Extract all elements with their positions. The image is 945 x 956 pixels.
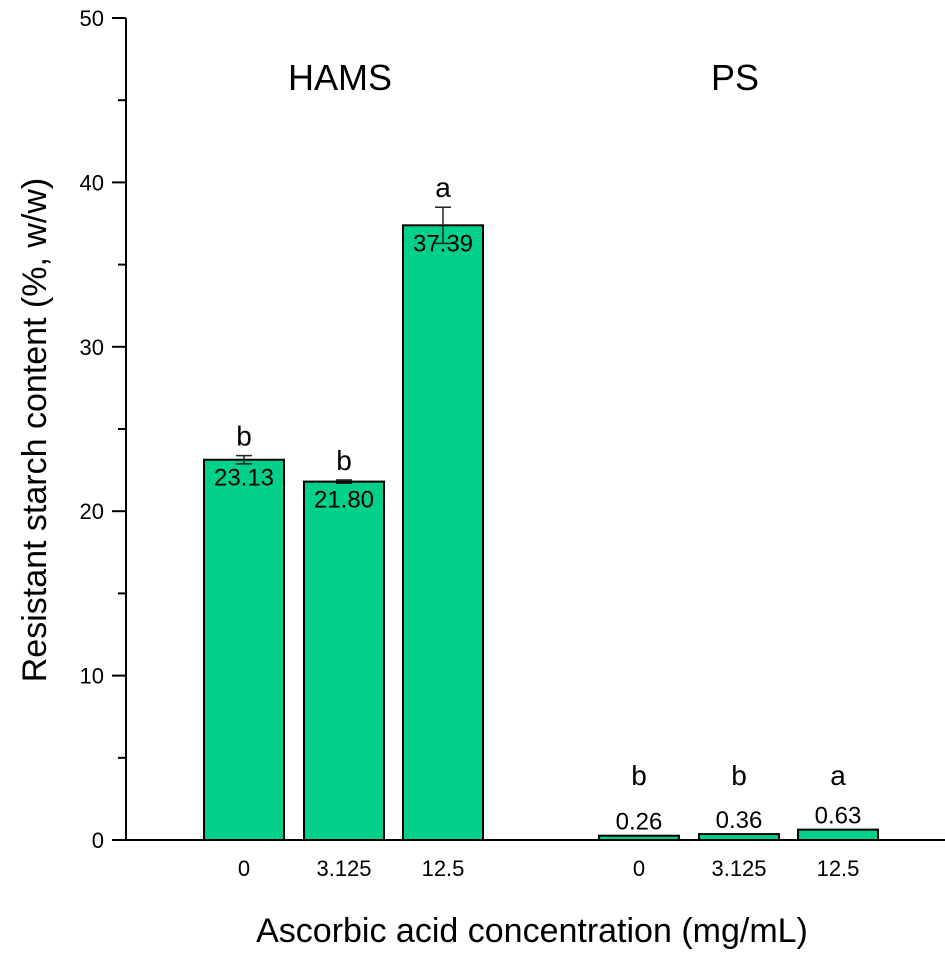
value-label: 23.13: [214, 465, 274, 492]
y-tick-label: 50: [80, 6, 104, 31]
bar: [698, 833, 780, 842]
significance-letter: b: [236, 421, 252, 452]
value-label: 0.36: [716, 807, 763, 834]
significance-letter: b: [336, 445, 352, 476]
value-label: 0.63: [815, 803, 862, 830]
value-label: 21.80: [314, 487, 374, 514]
x-tick-label: 12.5: [422, 856, 465, 881]
x-tick-label: 12.5: [817, 856, 860, 881]
bar: [598, 834, 680, 841]
y-axis-title: Resistant starch content (%, w/w): [16, 178, 54, 683]
bar: [797, 828, 879, 842]
y-tick-label: 0: [92, 828, 104, 853]
y-tick-label: 40: [80, 170, 104, 195]
significance-letter: a: [830, 760, 846, 791]
x-tick-label: 3.125: [711, 856, 766, 881]
y-tick-label: 30: [80, 335, 104, 360]
bar: [303, 480, 385, 841]
group-label-hams: HAMS: [288, 57, 392, 98]
bar: [203, 458, 285, 841]
y-tick-label: 20: [80, 499, 104, 524]
value-label: 0.26: [616, 809, 663, 836]
x-tick-label: 0: [633, 856, 645, 881]
x-tick-label: 3.125: [316, 856, 371, 881]
group-label-ps: PS: [711, 57, 759, 98]
y-tick-label: 10: [80, 664, 104, 689]
bar: [402, 224, 484, 841]
significance-letter: b: [631, 760, 647, 791]
x-tick-label: 0: [238, 856, 250, 881]
significance-letter: a: [435, 172, 451, 203]
value-label: 37.39: [413, 230, 473, 257]
x-axis-title: Ascorbic acid concentration (mg/mL): [256, 912, 808, 950]
significance-letter: b: [731, 760, 747, 791]
